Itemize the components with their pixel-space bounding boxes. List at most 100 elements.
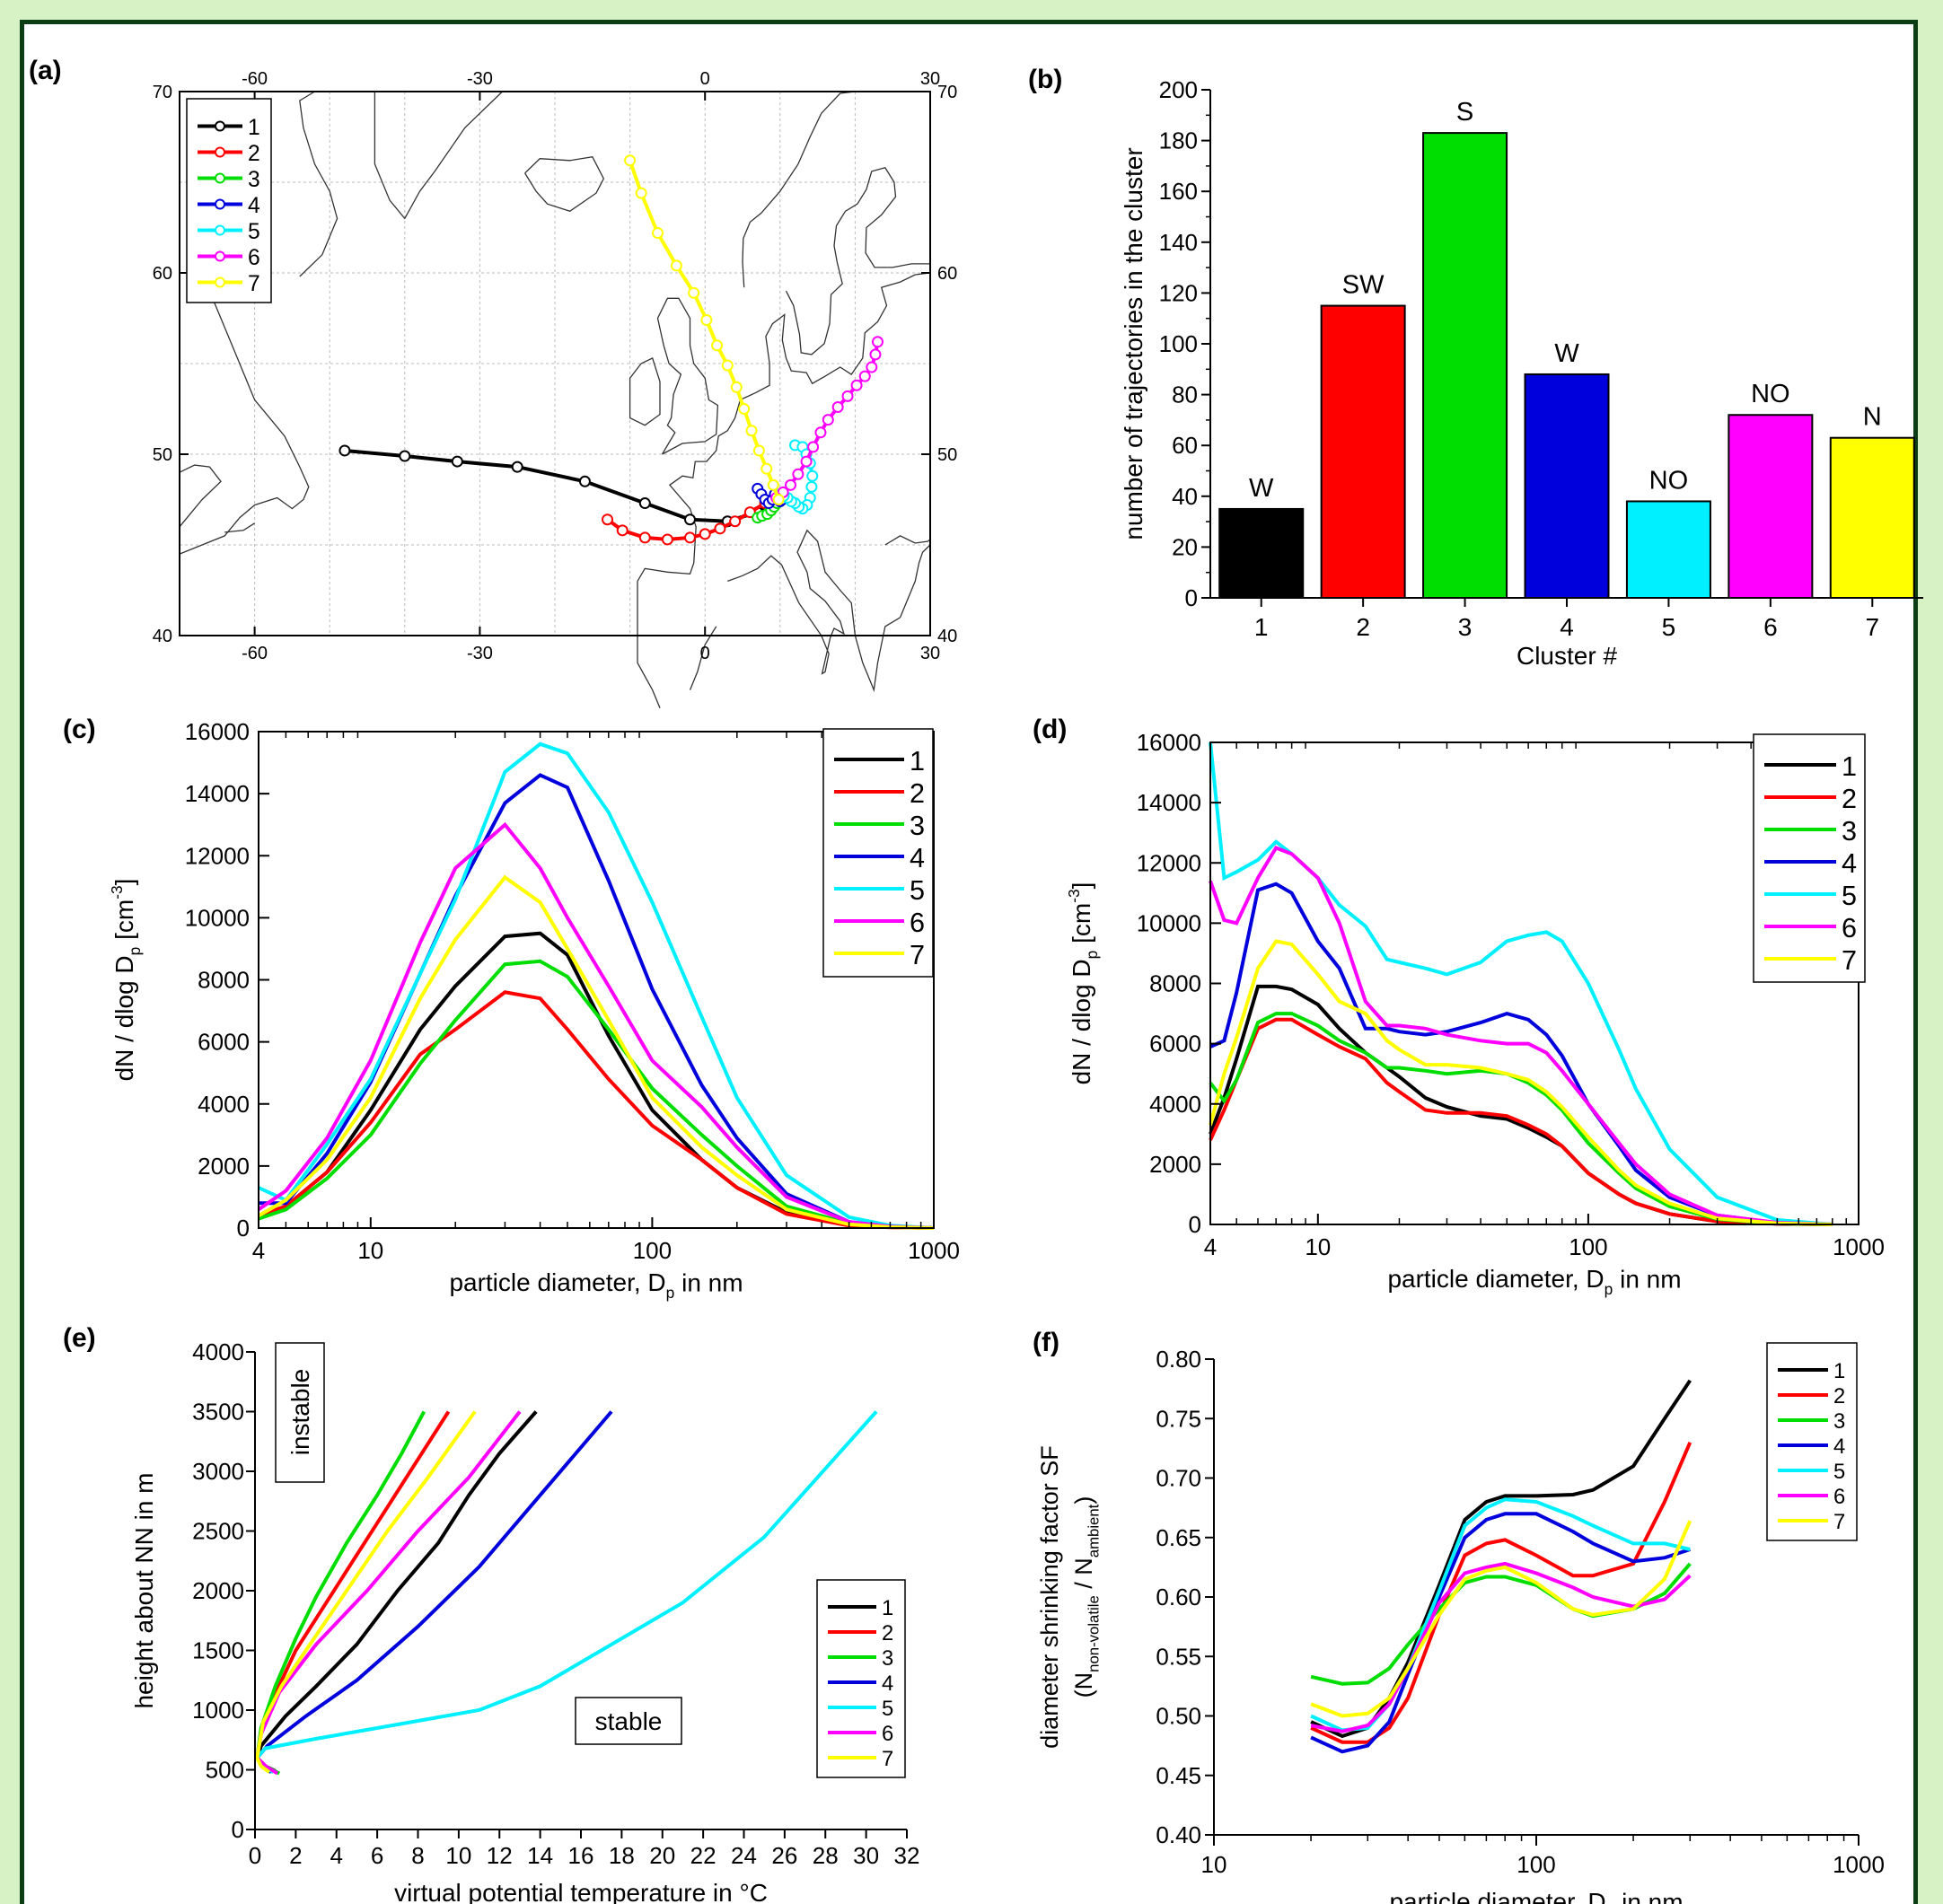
trajectory-point-7-2 xyxy=(635,187,647,199)
panel-e-x-tick-label: 8 xyxy=(411,1842,424,1869)
panel-c-y-tick-label: 16000 xyxy=(185,718,250,745)
panel-f-y-axis-title-line2: (Nnon-volatile / Nambient) xyxy=(1070,1496,1103,1698)
trajectory-point-7-13 xyxy=(760,462,773,475)
panel-d-series-1 xyxy=(1209,984,1833,1226)
panel-c-y-axis-title-part: dN / dlog D xyxy=(110,955,138,1081)
panel-label-panel-c: (c) xyxy=(63,715,96,744)
panel-d-legend-label-5: 5 xyxy=(1842,881,1857,911)
panel-f-legend-label-5: 5 xyxy=(1833,1460,1845,1484)
coastline-2 xyxy=(179,464,222,528)
trajectory-point-6-8 xyxy=(822,414,834,426)
bar-y-tick-label: 200 xyxy=(1159,76,1198,103)
bar-x-tick-label: 6 xyxy=(1763,613,1778,641)
panel-f-x-axis-title-part: particle diameter, D xyxy=(1389,1888,1605,1904)
panel-label-f: (f) xyxy=(1033,1328,1059,1357)
panel-f-y-tick-label: 0.55 xyxy=(1156,1643,1201,1670)
panel-f-y-axis-title-line1: diameter shrinking factor SF xyxy=(1036,1445,1063,1749)
panel-c-legend-label-4: 4 xyxy=(910,843,925,873)
panel-d-y-tick-label: 12000 xyxy=(1137,849,1201,876)
panel-e-x-tick-label: 2 xyxy=(289,1842,302,1869)
panel-e-legend-label-2: 2 xyxy=(882,1621,893,1645)
panel-c-y-axis-title-part: ] xyxy=(110,879,138,886)
trajectory-point-2-7 xyxy=(714,522,726,535)
panel-f-legend-label-3: 3 xyxy=(1833,1409,1845,1434)
panel-c-x-axis-title: particle diameter, Dp in nm xyxy=(449,1268,743,1302)
map-x-tick-label-top: -30 xyxy=(467,69,493,89)
panel-d-y-axis-title-part: [cm xyxy=(1068,903,1095,951)
panel-e-legend-label-4: 4 xyxy=(882,1671,893,1696)
panel-f-legend-label-1: 1 xyxy=(1833,1359,1845,1383)
coastline-12 xyxy=(727,529,901,693)
panel-label-e: (e) xyxy=(63,1323,96,1353)
map-legend-marker-2 xyxy=(215,146,225,158)
panel-f-y-tick-label: 0.70 xyxy=(1156,1465,1201,1492)
panel-d-y-tick-label: 8000 xyxy=(1149,970,1201,997)
bar-x-tick-label: 2 xyxy=(1356,613,1370,641)
map-y-tick-label-right: 40 xyxy=(937,627,957,646)
trajectory-point-2-3 xyxy=(638,531,651,544)
trajectory-point-7-6 xyxy=(700,314,713,327)
panel-d-legend-label-6: 6 xyxy=(1842,913,1857,943)
trajectory-point-6-13 xyxy=(785,478,797,491)
coastline-16 xyxy=(899,544,931,619)
trajectory-point-6-3 xyxy=(866,361,878,373)
map-y-tick-label-left: 40 xyxy=(153,627,172,646)
panel-f-y-tick-label: 0.65 xyxy=(1156,1524,1201,1551)
panel-c-legend-box xyxy=(822,728,934,978)
bar-cluster-6 xyxy=(1728,414,1814,599)
panel-c-x-tick-label: 100 xyxy=(633,1237,672,1264)
panel-e-y-tick-label: 2000 xyxy=(192,1577,244,1604)
trajectory-point-7-11 xyxy=(745,425,758,437)
panel-d-legend-label-4: 4 xyxy=(1842,848,1857,879)
trajectory-point-5-5 xyxy=(806,469,819,482)
bar-y-tick-label: 80 xyxy=(1172,382,1198,408)
bar-label-4: W xyxy=(1554,339,1579,368)
map-y-tick-label-left: 50 xyxy=(153,445,172,465)
map-legend-marker-7 xyxy=(215,276,225,288)
panel-d-series-6 xyxy=(1209,846,1833,1226)
panel-c-y-axis-title-part: [cm xyxy=(110,899,138,947)
bar-y-tick-label: 120 xyxy=(1159,279,1198,306)
bar-x-tick-label: 3 xyxy=(1458,613,1473,641)
trajectory-point-6-11 xyxy=(800,455,813,468)
trajectory-point-2-4 xyxy=(661,533,673,546)
trajectory-point-2-2 xyxy=(616,524,629,537)
coastline-6 xyxy=(524,155,605,213)
panel-c-y-tick-label: 2000 xyxy=(198,1153,250,1180)
panel-e-y-tick-label: 3000 xyxy=(192,1458,244,1485)
panel-c-legend-label-2: 2 xyxy=(910,778,925,809)
map-legend-label-7: 7 xyxy=(248,272,260,296)
panel-e-x-tick-label: 14 xyxy=(527,1842,553,1869)
panel-f-y-axis-title-line2-part: ambient xyxy=(1086,1504,1103,1557)
panel-d-y-tick-label: 2000 xyxy=(1149,1151,1201,1178)
coastline-3 xyxy=(224,522,255,533)
map-x-tick-label-top: -60 xyxy=(242,69,268,89)
panel-e-legend-label-1: 1 xyxy=(882,1596,893,1620)
map-y-tick-label-left: 70 xyxy=(153,83,172,102)
panel-c-series-6 xyxy=(257,821,935,1230)
bar-y-tick-label: 100 xyxy=(1159,330,1198,357)
trajectory-point-2-5 xyxy=(683,531,696,544)
panel-f-y-tick-label: 0.45 xyxy=(1156,1762,1201,1789)
bar-y-tick-label: 20 xyxy=(1172,533,1198,560)
panel-c-y-tick-label: 0 xyxy=(237,1215,250,1242)
panel-c-legend-label-7: 7 xyxy=(910,940,925,970)
panel-c-y-axis-title: dN / dlog Dp [cm-3] xyxy=(108,879,144,1082)
panel-d-x-tick-label: 100 xyxy=(1569,1233,1607,1260)
panel-d-y-axis-title-part: ] xyxy=(1068,882,1095,890)
trajectory-point-6-12 xyxy=(792,468,804,480)
trajectory-point-6-6 xyxy=(841,390,854,402)
bar-label-1: W xyxy=(1249,474,1274,503)
panel-e-x-tick-label: 18 xyxy=(609,1842,635,1869)
panel-d-x-axis-title: particle diameter, Dp in nm xyxy=(1387,1265,1681,1298)
trajectory-point-2-1 xyxy=(602,513,614,526)
panel-label-a: (a) xyxy=(29,56,62,85)
panel-c-legend-label-6: 6 xyxy=(910,908,925,938)
annotation-instable-box xyxy=(275,1342,325,1483)
trajectory-point-6-10 xyxy=(807,441,820,453)
bar-y-tick-label: 0 xyxy=(1185,584,1198,611)
trajectory-point-7-3 xyxy=(652,227,664,240)
trajectory-point-1-7 xyxy=(683,513,696,526)
bar-x-tick-label: 7 xyxy=(1865,613,1879,641)
map-y-tick-label-right: 60 xyxy=(937,264,957,284)
